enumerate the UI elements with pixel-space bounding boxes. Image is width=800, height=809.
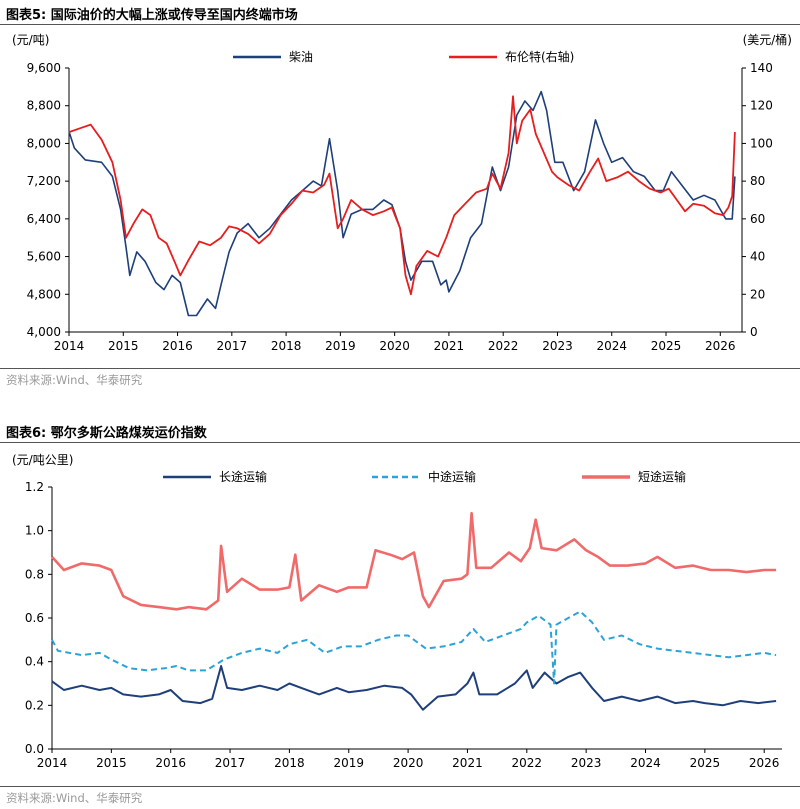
right-axis-unit: (美元/桶) xyxy=(743,32,792,47)
y2-tick-label: 140 xyxy=(750,61,773,75)
y-tick-label: 0.8 xyxy=(25,567,44,581)
source-note: 资料来源:Wind、华泰研究 xyxy=(6,791,143,805)
y-tick-label: 0.0 xyxy=(25,742,44,756)
series-line xyxy=(68,95,736,296)
y2-tick-label: 80 xyxy=(750,174,765,188)
y-tick-label: 5,600 xyxy=(27,250,61,264)
series-line xyxy=(51,610,777,685)
y-tick-label: 9,600 xyxy=(27,61,61,75)
source-rule xyxy=(0,368,800,369)
title-rule xyxy=(0,442,800,443)
x-tick-label: 2022 xyxy=(512,756,543,770)
x-tick-label: 2021 xyxy=(434,339,465,353)
x-tick-label: 2018 xyxy=(271,339,302,353)
coal-freight-chart: (元/吨公里) 2014 2015 2016 2017 2018 2019 2020 2021 2… xyxy=(12,453,782,770)
x-tick-label: 2026 xyxy=(705,339,736,353)
x-tick-label: 2026 xyxy=(749,756,780,770)
x-tick-label: 2025 xyxy=(651,339,682,353)
y-tick-label: 6,400 xyxy=(27,212,61,226)
legend-label: 布伦特(右轴) xyxy=(505,49,574,64)
x-tick-label: 2022 xyxy=(488,339,519,353)
x-tick-label: 2017 xyxy=(217,339,248,353)
y2-tick-label: 100 xyxy=(750,136,773,150)
x-tick-label: 2020 xyxy=(393,756,424,770)
y-tick-label: 0.2 xyxy=(25,698,44,712)
legend-label: 中途运输 xyxy=(428,469,476,484)
figure-5-title: 图表5: 国际油价的大幅上涨或传导至国内终端市场 xyxy=(6,8,298,23)
x-tick-label: 2025 xyxy=(690,756,721,770)
x-tick-label: 2015 xyxy=(108,339,139,353)
x-tick-label: 2019 xyxy=(333,756,364,770)
y2-tick-label: 0 xyxy=(750,325,758,339)
series-line xyxy=(51,511,777,611)
y-tick-label: 0.4 xyxy=(25,655,44,669)
y-tick-label: 4,800 xyxy=(27,287,61,301)
x-tick-label: 2016 xyxy=(155,756,186,770)
x-tick-label: 2017 xyxy=(215,756,246,770)
y2-tick-label: 60 xyxy=(750,212,765,226)
x-tick-label: 2020 xyxy=(379,339,410,353)
x-tick-label: 2019 xyxy=(325,339,356,353)
legend-label: 柴油 xyxy=(289,50,313,64)
y-tick-label: 1.2 xyxy=(25,480,44,494)
x-tick-label: 2016 xyxy=(162,339,193,353)
y2-tick-label: 40 xyxy=(750,250,765,264)
x-tick-label: 2024 xyxy=(630,756,661,770)
y-tick-label: 8,800 xyxy=(27,99,61,113)
series-line xyxy=(51,665,777,711)
y-tick-label: 1.0 xyxy=(25,524,44,538)
y-tick-label: 0.6 xyxy=(25,611,44,625)
x-tick-label: 2018 xyxy=(274,756,305,770)
x-tick-label: 2024 xyxy=(596,339,627,353)
legend-label: 长途运输 xyxy=(219,469,267,484)
x-tick-label: 2014 xyxy=(54,339,85,353)
y-tick-label: 7,200 xyxy=(27,174,61,188)
y2-tick-label: 120 xyxy=(750,99,773,113)
title-rule xyxy=(0,24,800,25)
y-tick-label: 8,000 xyxy=(27,136,61,150)
left-axis-unit: (元/吨公里) xyxy=(12,453,73,467)
x-tick-label: 2023 xyxy=(542,339,573,353)
diesel-brent-chart: (元/吨) (美元/桶)2014 2015 2016 2017 2018 2019 2020 2… xyxy=(12,32,792,353)
x-tick-label: 2015 xyxy=(96,756,127,770)
legend-label: 短途运输 xyxy=(638,469,686,484)
x-tick-label: 2021 xyxy=(452,756,483,770)
x-tick-label: 2023 xyxy=(571,756,602,770)
y-tick-label: 4,000 xyxy=(27,325,61,339)
y2-tick-label: 20 xyxy=(750,287,765,301)
x-tick-label: 2014 xyxy=(37,756,68,770)
source-note: 资料来源:Wind、华泰研究 xyxy=(6,373,143,387)
series-line xyxy=(68,90,736,317)
figure-6-title: 图表6: 鄂尔多斯公路煤炭运价指数 xyxy=(6,426,207,441)
left-axis-unit: (元/吨) xyxy=(12,33,49,47)
source-rule xyxy=(0,786,800,787)
